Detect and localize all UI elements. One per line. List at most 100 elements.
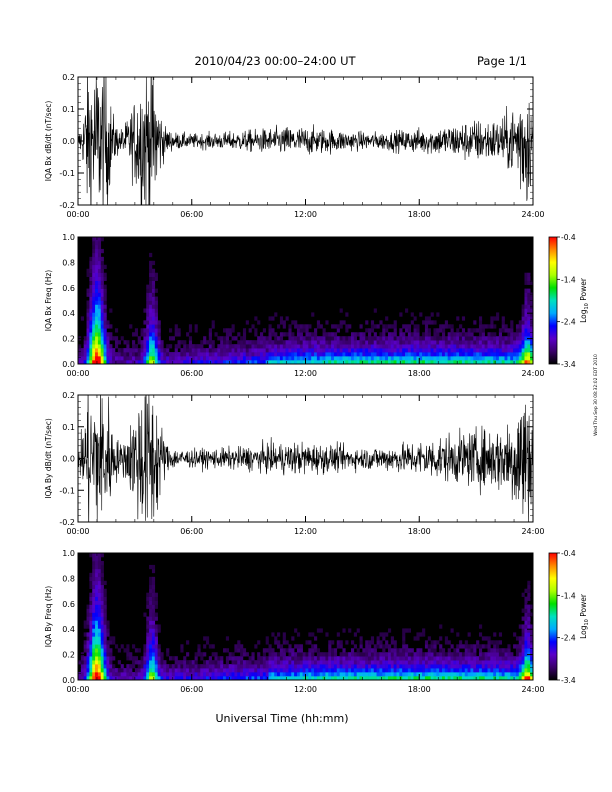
spectrogram-cell — [527, 612, 531, 617]
spectrogram-cell — [274, 664, 278, 669]
spectrogram-cell — [433, 652, 437, 657]
spectrogram-cell — [106, 668, 110, 673]
spectrogram-cell — [376, 640, 380, 645]
spectrogram-cell — [86, 356, 90, 361]
spectrogram-cell — [490, 676, 494, 680]
spectrogram-cell — [467, 632, 471, 637]
spectrogram-cell — [163, 360, 167, 364]
spectrogram-cell — [515, 340, 520, 345]
spectrogram-cell — [336, 360, 340, 364]
spectrogram-cell — [114, 356, 119, 361]
spectrogram-cell — [257, 320, 261, 325]
spectrogram-cell — [521, 592, 525, 597]
spectrogram-cell — [208, 676, 212, 680]
spectrogram-cell — [305, 652, 309, 657]
x-tick-label: 18:00 — [408, 685, 431, 694]
spectrogram-cell — [95, 560, 99, 566]
spectrogram-cell — [515, 672, 520, 677]
spectrogram-cell — [524, 672, 528, 677]
spectrogram-cell — [336, 632, 340, 637]
spectrogram-cell — [336, 664, 340, 669]
spectrogram-cell — [237, 660, 241, 665]
spectrogram-cell — [103, 580, 107, 586]
spectrogram-cell — [436, 344, 440, 349]
spectrogram-cell — [328, 672, 332, 677]
spectrogram-cell — [316, 628, 321, 633]
spectrogram-cell — [129, 676, 133, 680]
spectrogram-cell — [282, 676, 286, 680]
spectrogram-cell — [274, 332, 278, 337]
spectrogram-cell — [95, 588, 99, 593]
spectrogram-cell — [513, 336, 517, 341]
spectrogram-cell — [126, 652, 130, 657]
spectrogram-cell — [382, 632, 386, 637]
spectrogram-cell — [109, 636, 113, 641]
spectrogram-cell — [208, 668, 212, 673]
spectrogram-cell — [117, 352, 121, 357]
spectrogram-cell — [481, 356, 485, 361]
spectrogram-cell — [405, 648, 409, 653]
spectrogram-cell — [459, 356, 463, 361]
spectrogram-cell — [97, 640, 102, 645]
spectrogram-cell — [385, 668, 389, 673]
spectrogram-cell — [291, 356, 295, 361]
spectrogram-cell — [197, 664, 201, 669]
spectrogram-cell — [314, 348, 318, 353]
signal-trace — [78, 77, 533, 205]
colorbar — [548, 552, 558, 681]
spectrogram-cell — [498, 336, 503, 341]
spectrogram-cell — [188, 360, 193, 364]
spectrogram-cell — [316, 652, 321, 657]
spectrogram-cell — [473, 348, 477, 353]
spectrogram-cell — [299, 676, 303, 680]
spectrogram-cell — [282, 656, 286, 661]
spectrogram-cell — [513, 360, 517, 364]
spectrogram-cell — [493, 356, 497, 361]
spectrogram-cell — [279, 676, 284, 680]
spectrogram-cell — [220, 360, 224, 364]
spectrogram-cell — [151, 320, 156, 325]
spectrogram-cell — [393, 348, 397, 353]
spectrogram-cell — [396, 360, 400, 364]
colorbar-label: Log10 Power — [579, 277, 590, 323]
spectrogram-cell — [513, 668, 517, 673]
spectrogram-cell — [478, 340, 483, 345]
spectrogram-cell — [208, 664, 212, 669]
spectrogram-cell — [242, 360, 247, 364]
spectrogram-cell — [524, 640, 528, 645]
spectrogram-cell — [220, 656, 224, 661]
spectrogram-cell — [413, 344, 417, 349]
spectrogram-cell — [405, 644, 409, 649]
spectrogram-cell — [365, 360, 369, 364]
spectrogram-cell — [194, 660, 198, 665]
spectrogram-cell — [211, 672, 215, 677]
spectrogram-cell — [496, 652, 500, 657]
spectrogram-cell — [373, 352, 377, 357]
spectrogram-cell — [362, 344, 366, 349]
spectrogram-cell — [419, 360, 423, 364]
spectrogram-cell — [217, 660, 221, 665]
spectrogram-cell — [277, 348, 281, 353]
spectrogram-cell — [154, 316, 158, 321]
spectrogram-cell — [95, 584, 99, 590]
spectrogram-cell — [356, 664, 360, 669]
spectrogram-cell — [305, 332, 309, 337]
spectrogram-cell — [169, 344, 173, 349]
spectrogram-cell — [530, 340, 533, 345]
spectrogram-cell — [530, 640, 533, 645]
spectrogram-cell — [527, 668, 531, 673]
spectrogram-cell — [95, 276, 99, 281]
spectrogram-cell — [351, 356, 355, 361]
spectrogram-cell — [271, 356, 275, 361]
spectrogram-cell — [251, 356, 255, 361]
spectrogram-cell — [524, 676, 528, 680]
spectrogram-cell — [308, 332, 312, 337]
spectrogram-cell — [208, 352, 212, 357]
spectrogram-cell — [211, 352, 215, 357]
spectrogram-cell — [186, 652, 190, 657]
spectrogram-cell — [390, 332, 394, 337]
spectrogram-cell — [154, 640, 158, 645]
spectrogram-cell — [197, 356, 201, 361]
spectrogram-cell — [530, 636, 533, 641]
spectrogram-cell — [390, 660, 394, 665]
